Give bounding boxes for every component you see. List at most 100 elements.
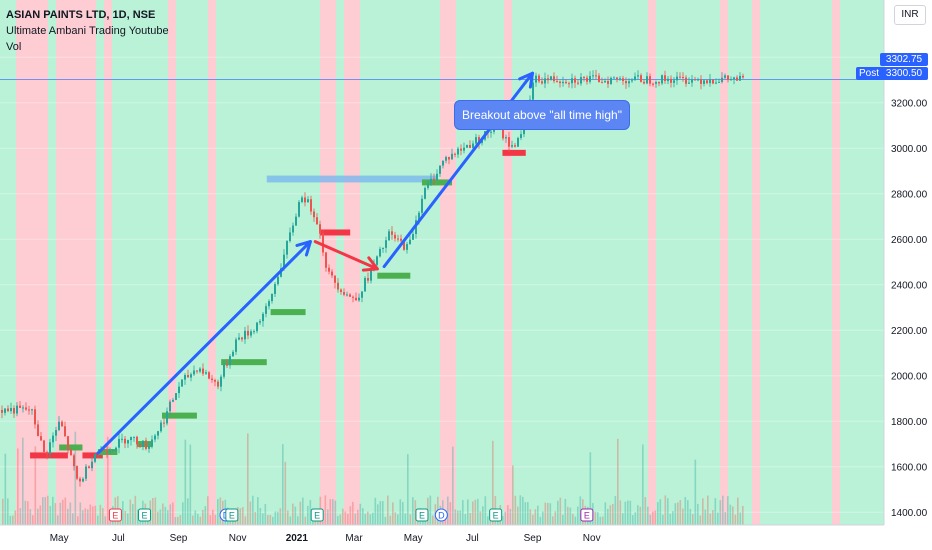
event-marker[interactable]: E xyxy=(225,508,239,522)
volume-bar xyxy=(89,504,92,525)
volume-bar xyxy=(177,516,179,525)
event-letter: E xyxy=(584,511,590,521)
bear-zone xyxy=(80,0,89,525)
event-letter: E xyxy=(142,511,148,521)
symbol-title[interactable]: ASIAN PAINTS LTD, 1D, NSE xyxy=(6,9,156,21)
volume-bar xyxy=(7,498,9,525)
volume-bar xyxy=(254,511,257,525)
volume-bar xyxy=(502,515,504,525)
volume-bar xyxy=(32,515,34,525)
volume-bar xyxy=(492,440,494,525)
bull-zone xyxy=(712,0,721,525)
volume-bar xyxy=(92,506,94,525)
candle-body xyxy=(229,356,231,366)
candle-body xyxy=(292,225,294,233)
breakout-callout[interactable]: Breakout above "all time high" xyxy=(454,100,630,130)
event-marker[interactable]: E xyxy=(489,508,503,522)
earnings-icon xyxy=(415,508,429,522)
candle-body xyxy=(82,478,84,482)
bull-zone xyxy=(640,0,649,525)
volume-bar xyxy=(487,516,489,525)
volume-bar xyxy=(214,514,217,525)
trend-arrow-line xyxy=(313,240,379,271)
candle-body xyxy=(277,276,279,285)
bull-zone xyxy=(392,0,401,525)
candle-body xyxy=(379,248,381,257)
earnings-icon xyxy=(580,508,594,522)
candle-body xyxy=(52,435,54,443)
volume-bar xyxy=(2,498,4,525)
volume-bar xyxy=(69,502,72,525)
candle-body xyxy=(274,284,276,294)
volume-bar xyxy=(329,499,332,525)
bull-zone xyxy=(160,0,169,525)
volume-bar xyxy=(379,501,382,525)
volume-bar xyxy=(657,502,659,525)
candle-body xyxy=(124,438,126,444)
bull-zone xyxy=(568,0,577,525)
volume-bar xyxy=(367,511,369,525)
candle-body xyxy=(4,408,6,413)
currency-button[interactable]: INR xyxy=(894,5,926,25)
bull-zone xyxy=(848,0,857,525)
x-tick-label: Jul xyxy=(112,533,125,544)
volume-bar xyxy=(627,500,629,525)
y-tick-label: 1400.00 xyxy=(891,508,928,519)
volume-bar xyxy=(22,437,24,525)
volume-bar xyxy=(607,508,609,525)
event-marker[interactable]: E xyxy=(138,508,152,522)
event-marker[interactable]: E xyxy=(415,508,429,522)
volume-bar xyxy=(507,505,509,525)
volume-bar xyxy=(37,508,39,525)
volume-bar xyxy=(654,510,657,525)
candle-body xyxy=(706,80,708,84)
bear-zone xyxy=(64,0,73,525)
candle-body xyxy=(31,409,33,411)
bear-zone xyxy=(352,0,361,525)
volume-bar xyxy=(679,499,682,525)
bull-zone xyxy=(184,0,193,525)
candle-body xyxy=(310,199,312,212)
green-level-bar xyxy=(59,444,83,451)
volume-bar xyxy=(349,506,352,525)
volume-bar xyxy=(167,510,169,525)
volume-bar xyxy=(527,502,529,525)
candle-body xyxy=(718,81,720,83)
volume-bar xyxy=(84,508,87,525)
volume-bar xyxy=(202,509,204,525)
candle-body xyxy=(214,380,216,382)
candle-body xyxy=(340,289,342,293)
candle-body xyxy=(637,75,639,77)
candle-body xyxy=(58,421,60,431)
candle-body xyxy=(67,436,69,451)
volume-bar xyxy=(704,509,707,525)
event-letter: E xyxy=(314,511,320,521)
trend-zones xyxy=(0,0,889,525)
bear-zone xyxy=(40,0,49,525)
event-marker[interactable]: D xyxy=(434,508,448,522)
candle-body xyxy=(550,76,552,81)
volume-label[interactable]: Vol xyxy=(6,41,22,53)
volume-bar xyxy=(612,503,614,525)
bull-zone xyxy=(728,0,737,525)
volume-bar xyxy=(77,516,79,525)
candle-body xyxy=(46,451,48,454)
event-marker[interactable]: E xyxy=(108,508,122,522)
candle-body xyxy=(220,376,222,387)
volume-bar xyxy=(334,500,337,525)
volume-bar xyxy=(664,495,667,525)
event-marker[interactable]: E xyxy=(310,508,324,522)
bear-zone xyxy=(88,0,97,525)
candle-body xyxy=(223,364,225,377)
bear-zone xyxy=(168,0,177,525)
volume-bar xyxy=(484,496,487,525)
indicator-name[interactable]: Ultimate Ambani Trading Youtube xyxy=(6,25,169,37)
all-time-high-zone xyxy=(266,175,437,183)
trend-arrow-head xyxy=(295,240,312,257)
bear-zone xyxy=(504,0,513,525)
bull-zone xyxy=(272,0,281,525)
volume-bar xyxy=(682,508,684,525)
event-marker[interactable]: E xyxy=(580,508,594,522)
